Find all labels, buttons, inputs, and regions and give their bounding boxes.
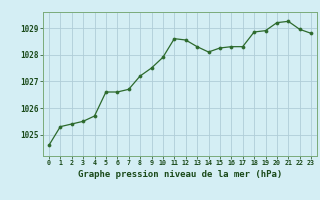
X-axis label: Graphe pression niveau de la mer (hPa): Graphe pression niveau de la mer (hPa) xyxy=(78,170,282,179)
